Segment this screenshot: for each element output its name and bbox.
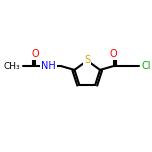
Text: O: O — [110, 49, 117, 59]
Text: CH₃: CH₃ — [3, 62, 20, 71]
Text: NH: NH — [41, 61, 56, 71]
Text: O: O — [31, 49, 39, 59]
Text: Cl: Cl — [141, 61, 151, 71]
Text: S: S — [84, 55, 90, 65]
